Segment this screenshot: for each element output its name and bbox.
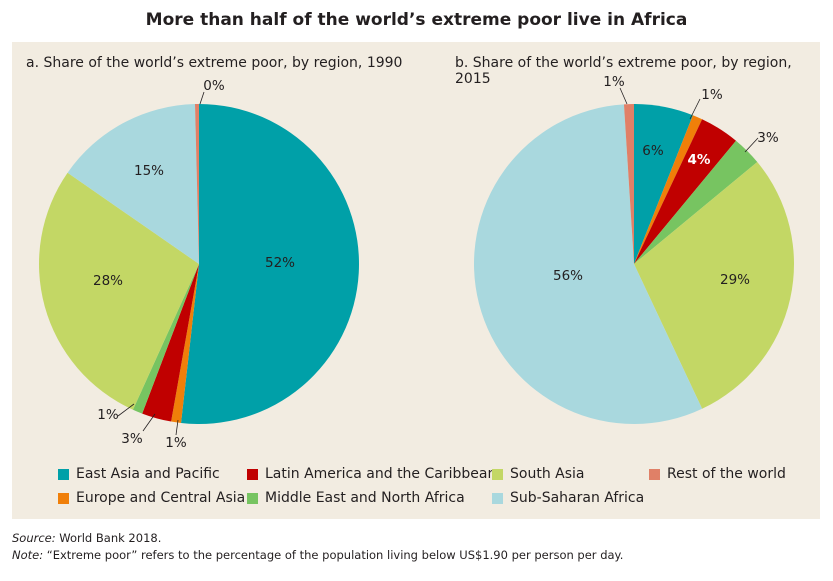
legend-label: South Asia [510, 466, 585, 482]
legend-swatch [492, 492, 503, 504]
legend-swatch [247, 468, 258, 480]
pie-b-slice-south-asia [634, 162, 794, 409]
legend-swatch [492, 468, 503, 480]
pie-a-label-middle-east-and-north-africa: 1% [97, 407, 119, 423]
pie-a-leader-rest-of-the-world [199, 91, 205, 105]
legend-swatch [58, 492, 69, 504]
pie-b-leader-rest-of-the-world [619, 87, 628, 105]
pie-b-slice-middle-east-and-north-africa [634, 140, 758, 264]
pie-b-slice-sub-saharan-africa [474, 104, 703, 424]
pie-a-slice-sub-saharan-africa [67, 104, 199, 264]
pie-a-slice-europe-and-central-asia [171, 264, 199, 423]
legend-swatch [247, 492, 258, 504]
pie-a-label-east-asia-and-pacific: 52% [265, 255, 295, 271]
pie-a-title: a. Share of the world’s extreme poor, by… [26, 55, 403, 71]
pie-b-slice-latin-america-and-the-caribbean [634, 119, 736, 265]
pie-b-slice-rest-of-the-world [623, 104, 634, 264]
legend-item-mena: Middle East and North Africa [247, 490, 465, 506]
pie-a-slice-east-asia-and-pacific [181, 104, 360, 424]
pie-a-slice-middle-east-and-north-africa [132, 264, 199, 414]
pie-b-leader-europe-and-central-asia [689, 98, 701, 120]
chart-notes: Source: World Bank 2018. Note: “Extreme … [12, 530, 623, 564]
legend-label: Rest of the world [667, 466, 786, 482]
pie-a-slice-latin-america-and-the-caribbean [142, 264, 199, 422]
pie-a-leader-middle-east-and-north-africa [117, 403, 135, 417]
pie-b-label-east-asia-and-pacific: 6% [642, 143, 664, 159]
pie-b-slice-europe-and-central-asia [634, 115, 703, 264]
pie-a-label-latin-america-and-the-caribbean: 3% [121, 431, 143, 447]
legend-item-south-asia: South Asia [492, 466, 584, 482]
source-line: Source: World Bank 2018. [12, 530, 623, 547]
legend-label: Middle East and North Africa [265, 490, 465, 506]
legend-item-rest-of-world: Rest of the world [649, 466, 786, 482]
legend-item-sub-saharan: Sub-Saharan Africa [492, 490, 644, 506]
source-text: World Bank 2018. [55, 531, 162, 545]
legend-swatch [649, 468, 660, 480]
note-label: Note: [12, 548, 44, 562]
pie-b-label-rest-of-the-world: 1% [603, 74, 625, 90]
pie-b-slice-east-asia-and-pacific [634, 104, 693, 264]
pie-b-label-south-asia: 29% [720, 272, 750, 288]
pie-a-leader-latin-america-and-the-caribbean [142, 413, 156, 432]
legend-label: Latin America and the Caribbean [265, 466, 497, 482]
legend-label: Europe and Central Asia [76, 490, 246, 506]
pie-a-label-europe-and-central-asia: 1% [165, 435, 187, 451]
source-label: Source: [12, 531, 56, 545]
chart-title: More than half of the world’s extreme po… [145, 10, 688, 30]
pie-charts: 52%1%3%1%28%15%0%6%1%4%3%29%56%1% [38, 74, 794, 451]
pie-a-leader-europe-and-central-asia [175, 419, 179, 436]
pie-a-slice-rest-of-the-world [194, 104, 199, 264]
legend-item-europe: Europe and Central Asia [58, 490, 245, 506]
pie-b-label-middle-east-and-north-africa: 3% [757, 130, 779, 146]
legend-label: East Asia and Pacific [76, 466, 220, 482]
legend-swatch [58, 468, 69, 480]
pie-b-label-sub-saharan-africa: 56% [553, 268, 583, 284]
pie-b-leader-middle-east-and-north-africa [744, 137, 759, 153]
pie-a-label-sub-saharan-africa: 15% [134, 163, 164, 179]
legend-label: Sub-Saharan Africa [510, 490, 645, 506]
legend-item-latin-america: Latin America and the Caribbean [247, 466, 496, 482]
pie-b-label-europe-and-central-asia: 1% [701, 87, 723, 103]
pie-a-slice-south-asia [38, 172, 199, 410]
legend-item-east-asia: East Asia and Pacific [58, 466, 220, 482]
pie-b-title: b. Share of the world’s extreme poor, by… [455, 55, 792, 87]
chart-panel: a. Share of the world’s extreme poor, by… [12, 42, 820, 519]
pie-a-label-rest-of-the-world: 0% [203, 78, 225, 94]
pie-b-label-latin-america-and-the-caribbean: 4% [688, 152, 711, 168]
note-text: “Extreme poor” refers to the percentage … [43, 548, 624, 562]
note-line: Note: “Extreme poor” refers to the perce… [12, 547, 623, 564]
pie-a-label-south-asia: 28% [93, 273, 123, 289]
